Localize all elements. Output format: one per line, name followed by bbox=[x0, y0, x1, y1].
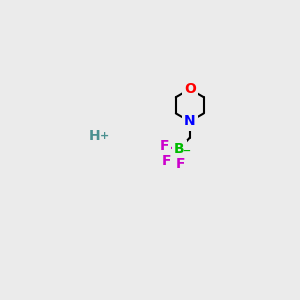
Text: F: F bbox=[162, 154, 171, 168]
Text: O: O bbox=[184, 82, 196, 96]
Text: F: F bbox=[160, 139, 169, 153]
Text: B: B bbox=[174, 142, 184, 156]
Text: N: N bbox=[184, 115, 196, 128]
Text: −: − bbox=[183, 145, 191, 155]
Text: F: F bbox=[176, 157, 185, 171]
Text: +: + bbox=[100, 131, 110, 142]
Text: H: H bbox=[89, 130, 100, 143]
